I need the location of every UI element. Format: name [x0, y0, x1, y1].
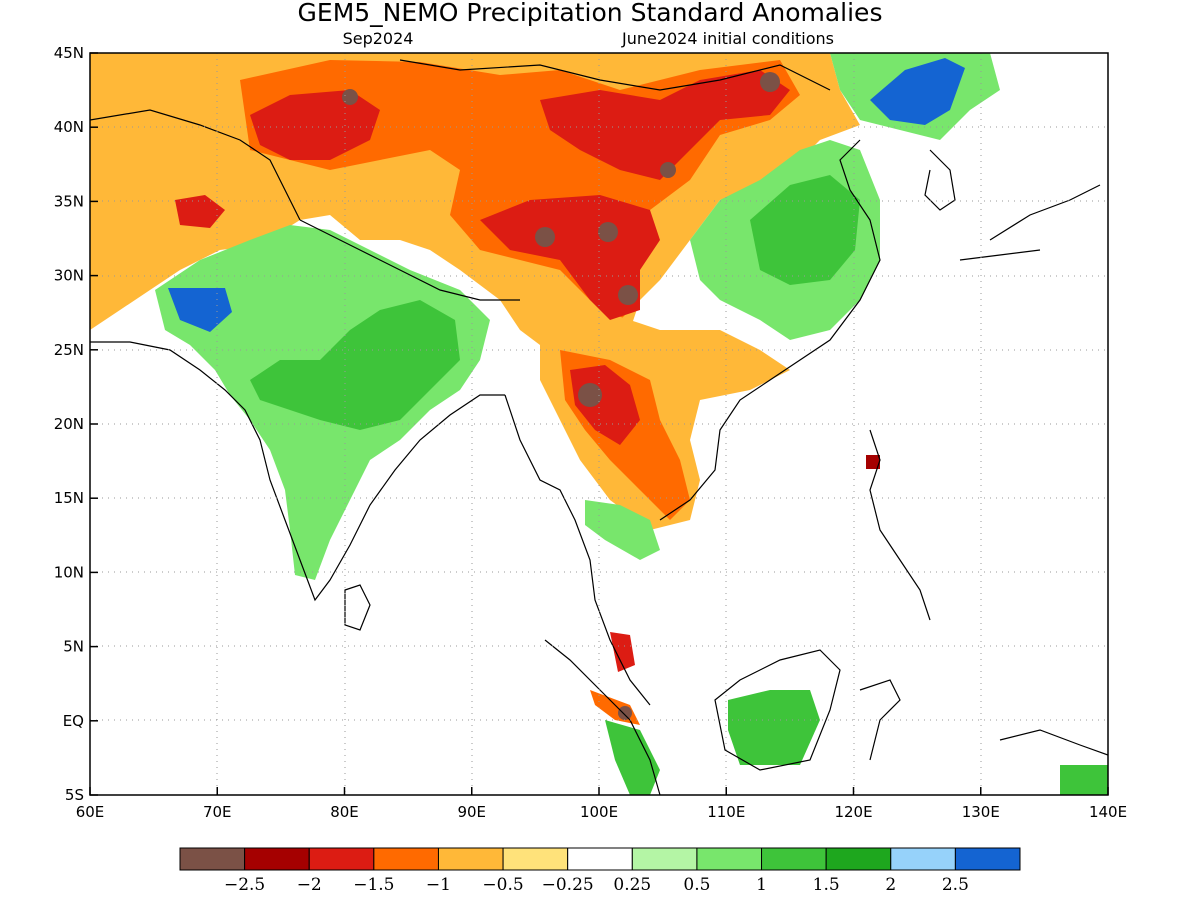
colorbar-swatch [179, 847, 246, 871]
lat-tick-label: 25N [54, 341, 84, 359]
colorbar-label: 0.25 [613, 875, 651, 895]
subtitle-initial-conditions: June2024 initial conditions [621, 29, 834, 48]
dry-extreme-sichuan [618, 285, 638, 305]
coastline-sumatra [544, 639, 661, 795]
lon-tick-label: 100E [580, 803, 618, 821]
lat-tick-label: 40N [54, 118, 84, 136]
coastline-philippines [869, 429, 931, 621]
dry-anomaly-malaya [610, 632, 635, 672]
lon-tick-label: 80E [330, 803, 359, 821]
dry-core-mongolia [540, 70, 790, 180]
coastline-indochina [504, 139, 881, 706]
lon-tick-label: 90E [457, 803, 486, 821]
colorbar-swatch [890, 847, 956, 871]
dry-extreme-mongolia [760, 72, 780, 92]
dry-anomaly-core-myanmar-center [578, 383, 602, 407]
subtitle-month: Sep2024 [343, 29, 414, 48]
wet-extreme-pakistan [168, 288, 232, 332]
latitude-axis: 45N 40N 35N 30N 25N 20N 15N 10N 5N EQ 5S [54, 44, 98, 804]
colorbar-swatch [502, 847, 569, 871]
map-title: GEM5_NEMO Precipitation Standard Anomali… [298, 0, 883, 27]
lon-tick-label: 70E [203, 803, 232, 821]
coastline-sulawesi [859, 679, 901, 761]
border-tibet-nepal [299, 219, 520, 301]
wet-anomaly-region-india-strong [250, 300, 460, 430]
coastline-borneo [714, 649, 841, 771]
lat-tick-label: 5S [65, 786, 84, 804]
coastline-sri-lanka [344, 584, 371, 631]
dry-extreme-tibet-2 [598, 222, 618, 242]
colorbar-swatch [761, 847, 827, 871]
graticule [90, 53, 1108, 795]
colorbar-label: 1.5 [813, 875, 840, 895]
coastline-india [90, 341, 505, 602]
lat-tick-label: 20N [54, 415, 84, 433]
dry-anomaly-region-indochina [540, 300, 790, 530]
lon-tick-label: 60E [76, 803, 105, 821]
lon-tick-label: 130E [962, 803, 1000, 821]
coastline-korea-japan [924, 149, 1101, 261]
colorbar-swatch [437, 847, 504, 871]
longitude-axis: 60E 70E 80E 90E 100E 110E 120E 130E 140E [76, 787, 1127, 821]
wet-anomaly-region-east-china-strong [750, 175, 860, 285]
wet-anomaly-sumatra [605, 720, 660, 795]
dry-extreme-sumatra [618, 706, 632, 720]
lat-tick-label: 5N [63, 638, 84, 656]
colorbar-swatch [244, 847, 310, 871]
colorbar-swatch [631, 847, 698, 871]
border-central-asia [90, 109, 301, 221]
lat-tick-label: 35N [54, 192, 84, 210]
coastlines-and-borders [90, 59, 1108, 795]
colorbar-label: −0.25 [542, 875, 594, 895]
colorbar-label: −1.5 [353, 875, 394, 895]
dry-extreme-tibet-1 [535, 227, 555, 247]
wet-anomaly-thailand [585, 500, 660, 560]
colorbar-label: −2.5 [224, 875, 265, 895]
border-mongolia [399, 59, 831, 91]
lat-tick-label: 15N [54, 489, 84, 507]
dry-core-central-asia [250, 90, 380, 160]
colorbar-label: −0.5 [482, 875, 523, 895]
colorbar-swatch [954, 847, 1021, 871]
lat-tick-label: EQ [63, 712, 84, 730]
wet-extreme-manchuria [870, 58, 965, 125]
wet-anomaly-newguinea [1060, 765, 1108, 795]
lon-tick-label: 140E [1089, 803, 1127, 821]
lon-tick-label: 120E [834, 803, 872, 821]
lat-tick-label: 10N [54, 563, 84, 581]
lat-tick-label: 45N [54, 44, 84, 62]
colorbar-label: 0.5 [683, 875, 710, 895]
colorbar-swatch [373, 847, 439, 871]
wet-anomaly-borneo [728, 690, 820, 765]
colorbar-swatch [825, 847, 892, 871]
dry-extreme-gansu [660, 162, 676, 178]
lat-tick-label: 30N [54, 267, 84, 285]
colorbar-swatch [567, 847, 633, 871]
colorbar-label: −2 [297, 875, 322, 895]
colorbar-label: 1 [756, 875, 767, 895]
colorbar-label: 2 [885, 875, 896, 895]
dry-anomaly-luzon [866, 455, 880, 469]
colorbar-swatch [308, 847, 375, 871]
dry-core-iran [175, 195, 225, 228]
colorbar-swatch [696, 847, 763, 871]
coastline-newguinea [999, 729, 1108, 756]
colorbar-label: −1 [426, 875, 451, 895]
map-panel: 60E 70E 80E 90E 100E 110E 120E 130E 140E 45N 40N 3… [54, 44, 1127, 821]
lon-tick-label: 110E [707, 803, 745, 821]
colorbar: −2.5 −2 −1.5 −1 −0.5 −0.25 0.25 0.5 1 1.5 2 2.5 [179, 847, 1021, 895]
anomaly-fill [90, 53, 1108, 795]
colorbar-label: 2.5 [942, 875, 969, 895]
dry-extreme-kazakh [342, 89, 358, 105]
